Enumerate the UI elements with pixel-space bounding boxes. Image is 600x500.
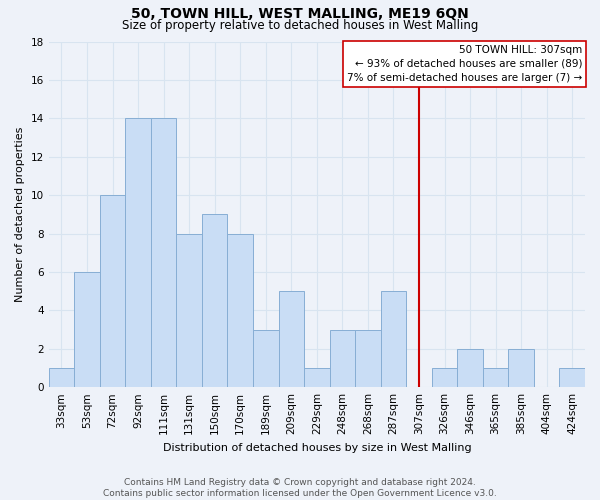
Text: 50 TOWN HILL: 307sqm
← 93% of detached houses are smaller (89)
7% of semi-detach: 50 TOWN HILL: 307sqm ← 93% of detached h… [347,45,583,83]
Text: Size of property relative to detached houses in West Malling: Size of property relative to detached ho… [122,18,478,32]
Bar [508,349,534,387]
Bar [100,195,125,387]
Bar [227,234,253,387]
Bar [380,291,406,387]
Bar [329,330,355,387]
X-axis label: Distribution of detached houses by size in West Malling: Distribution of detached houses by size … [163,442,471,452]
Bar [253,330,278,387]
Bar [151,118,176,387]
Bar [559,368,585,387]
Bar [49,368,74,387]
Bar [304,368,329,387]
Bar [74,272,100,387]
Bar [483,368,508,387]
Bar [176,234,202,387]
Bar [457,349,483,387]
Bar [202,214,227,387]
Bar [355,330,380,387]
Y-axis label: Number of detached properties: Number of detached properties [15,126,25,302]
Bar [432,368,457,387]
Text: 50, TOWN HILL, WEST MALLING, ME19 6QN: 50, TOWN HILL, WEST MALLING, ME19 6QN [131,8,469,22]
Bar [125,118,151,387]
Text: Contains HM Land Registry data © Crown copyright and database right 2024.
Contai: Contains HM Land Registry data © Crown c… [103,478,497,498]
Bar [278,291,304,387]
